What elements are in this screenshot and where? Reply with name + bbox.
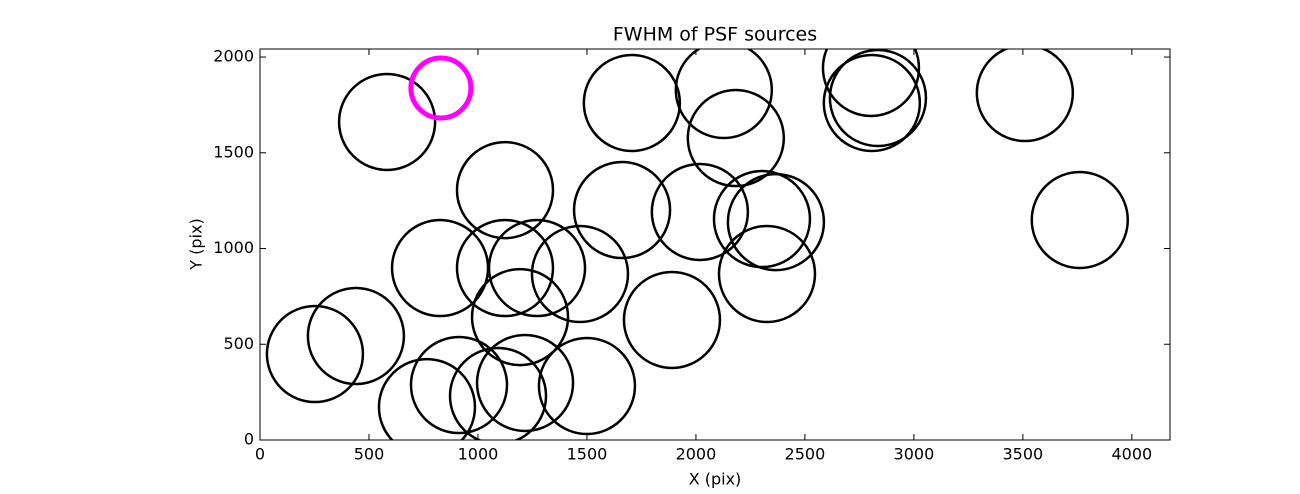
source-circle (470, 267, 570, 367)
source-circle (487, 218, 587, 318)
source-circle (306, 286, 406, 386)
y-tick-label: 1000 (213, 238, 254, 257)
x-tick-label: 2500 (785, 445, 826, 464)
source-circle (717, 224, 817, 324)
source-circle (686, 88, 786, 188)
source-circle (448, 346, 548, 440)
x-tick-label: 3500 (1003, 445, 1044, 464)
y-axis-label: Y (pix) (187, 218, 206, 270)
plot-area (265, 49, 1130, 440)
source-circle (408, 55, 474, 121)
source-circle (650, 162, 750, 262)
x-tick-label: 500 (354, 445, 385, 464)
x-tick-label: 3000 (894, 445, 935, 464)
source-circle (572, 160, 672, 260)
y-tick-label: 500 (223, 334, 254, 353)
y-tick-label: 2000 (213, 47, 254, 66)
source-circle (265, 304, 365, 404)
x-axis-label: X (pix) (689, 470, 742, 489)
source-circle (622, 270, 722, 370)
source-circle (1030, 170, 1130, 270)
source-circle (409, 335, 509, 435)
source-circle (530, 224, 630, 324)
source-circle (475, 333, 575, 433)
plot-frame (259, 48, 1171, 441)
source-circle (377, 357, 477, 440)
source-circle (582, 53, 682, 153)
x-tick-label: 2000 (676, 445, 717, 464)
y-tick-label: 1500 (213, 142, 254, 161)
source-circle (821, 49, 921, 118)
y-tick-label: 0 (244, 430, 254, 449)
x-tick-label: 1500 (567, 445, 608, 464)
source-circle (726, 172, 826, 272)
source-circle (337, 72, 437, 172)
source-circle (455, 218, 555, 318)
source-circle (828, 49, 928, 148)
x-tick-label: 1000 (458, 445, 499, 464)
source-circle (822, 53, 922, 153)
source-circle (674, 49, 774, 140)
x-tick-label: 0 (255, 445, 265, 464)
source-circle (455, 140, 555, 240)
source-circle (975, 49, 1075, 143)
chart-title: FWHM of PSF sources (613, 24, 817, 46)
x-tick-label: 4000 (1111, 445, 1152, 464)
